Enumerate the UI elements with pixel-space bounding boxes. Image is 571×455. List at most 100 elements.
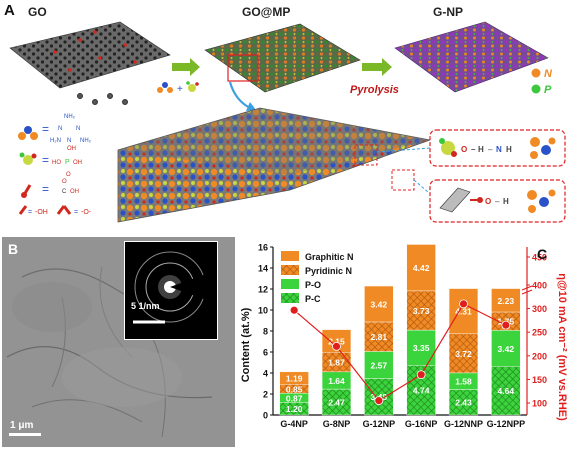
- legend-n-label: N: [544, 68, 553, 80]
- bar-segment: [491, 366, 521, 416]
- y-left-tick-label: 2: [263, 390, 268, 400]
- svg-text:–: –: [495, 197, 500, 206]
- svg-text:O: O: [461, 145, 467, 154]
- legend-n-dot: [531, 68, 541, 78]
- arrow-right-1: [172, 58, 200, 76]
- curved-arrow: [228, 81, 251, 109]
- svg-text:-OH: -OH: [35, 209, 48, 216]
- scale-bar: [9, 433, 41, 436]
- svg-text:N: N: [58, 126, 62, 132]
- bar-value-label: 3.42: [498, 344, 515, 354]
- overpotential-point: [289, 305, 299, 315]
- y-right-tick-label: 450: [532, 253, 547, 263]
- axis-break-mark: [521, 285, 533, 291]
- panel-c-label: C: [537, 246, 547, 262]
- saed-inset: 5 1/nm: [124, 241, 218, 340]
- bar-value-label: 1.20: [286, 404, 303, 414]
- axis-break-mark: [521, 289, 533, 295]
- g-np-sheet: [394, 21, 549, 93]
- inset2-molecules: O – H: [439, 187, 556, 213]
- zoom-line-1: [376, 147, 431, 153]
- bar-value-label: 0.85: [286, 384, 303, 394]
- phosphoric-icon: [186, 81, 199, 92]
- melamine-icon: [157, 82, 173, 93]
- svg-text:O: O: [62, 179, 67, 185]
- legend-label: Graphitic N: [305, 252, 354, 262]
- go-mp-sheet: [204, 23, 361, 93]
- legend-label: P-C: [305, 294, 321, 304]
- stage-label-go: GO: [28, 5, 47, 19]
- y-left-tick-label: 4: [263, 369, 268, 379]
- bar-segment: [448, 389, 479, 416]
- bar-value-label: 3.72: [455, 349, 472, 359]
- y-right-axis-label: η@10 mA cm⁻² (mV vs.RHE): [556, 273, 568, 421]
- bar-segment: [491, 330, 521, 367]
- panel-b-tem-image: B 5 1/nm 1 μm: [2, 237, 235, 447]
- pyrolysis-label: Pyrolysis: [350, 84, 399, 96]
- zoom-line-2: [413, 179, 429, 193]
- carboxyl-structure: = O C OH: [21, 179, 79, 198]
- bar-segment: [364, 351, 394, 379]
- svg-text:O: O: [485, 197, 491, 206]
- x-tick-label: G-16NP: [405, 419, 438, 429]
- svg-text:P: P: [65, 159, 70, 166]
- saed-scale-label: 5 1/nm: [131, 301, 160, 311]
- svg-text:=: =: [42, 122, 49, 136]
- x-tick-label: G-4NP: [280, 419, 308, 429]
- arrow-right-2: [362, 58, 392, 76]
- inset1-molecules: O – H – N H: [439, 137, 556, 159]
- y-right-tick-label: 300: [532, 304, 547, 314]
- bar-segment: [406, 290, 436, 331]
- oh-o-legend: = -OH = -O-: [18, 205, 92, 216]
- y-right-tick-label: 100: [532, 399, 547, 409]
- bar-value-label: 3.35: [413, 343, 430, 353]
- overpotential-point: [374, 396, 384, 406]
- bar-segment: [364, 285, 394, 323]
- go-oxygen-groups: [53, 30, 137, 72]
- bar-value-label: 4.64: [498, 386, 515, 396]
- y-left-axis-label: Content (at.%): [240, 307, 252, 382]
- saed-pattern: [133, 251, 217, 324]
- svg-text:NH₂: NH₂: [80, 138, 92, 144]
- svg-text:=: =: [42, 153, 49, 167]
- panel-c-chart: 02468101214161001502002503004004501.200.…: [237, 237, 571, 450]
- bar-value-label: 3.42: [371, 300, 388, 310]
- svg-text:OH: OH: [73, 160, 82, 166]
- svg-text:N: N: [496, 145, 502, 154]
- panel-a: A: [4, 2, 566, 223]
- bar-value-label: 1.87: [328, 358, 345, 368]
- panel-a-label: A: [4, 2, 15, 19]
- legend-label: Pyridinic N: [305, 266, 352, 276]
- legend-swatch: [281, 279, 299, 289]
- bar-value-label: 4.74: [413, 386, 430, 396]
- selection-box: [227, 54, 259, 82]
- legend-swatch: [281, 251, 299, 261]
- stage-label-g-np: G-NP: [433, 5, 463, 19]
- bar-segment: [406, 244, 436, 292]
- panel-a-illustration: GO GO@MP G-NP Pyrolysis +: [9, 5, 566, 223]
- bar-value-label: 2.43: [455, 398, 472, 408]
- legend-p-label: P: [544, 84, 552, 96]
- legend-swatch: [281, 293, 299, 303]
- bar-value-label: 2.23: [498, 296, 515, 306]
- svg-text:OH: OH: [67, 146, 76, 152]
- bar-value-label: 1.58: [455, 377, 472, 387]
- bar-value-label: 2.15: [328, 336, 345, 346]
- bar-segment: [491, 288, 521, 313]
- svg-text:C: C: [62, 189, 67, 195]
- bar-value-label: 4.42: [413, 263, 430, 273]
- y-right-tick-label: 150: [532, 375, 547, 385]
- x-tick-label: G-8NP: [323, 419, 351, 429]
- y-left-tick-label: 16: [258, 243, 268, 253]
- curved-arrow-head: [246, 102, 256, 111]
- legend-swatch: [281, 265, 299, 275]
- svg-text:OH: OH: [70, 189, 79, 195]
- svg-text:=: =: [28, 209, 32, 216]
- legend-label: P-O: [305, 280, 321, 290]
- svg-text:=: =: [74, 209, 78, 216]
- bar-value-label: 2.81: [371, 332, 388, 342]
- bar-value-label: 1.19: [286, 374, 303, 384]
- svg-text:–: –: [488, 145, 493, 154]
- stage-label-go-mp: GO@MP: [242, 5, 290, 19]
- panel-c: 0 2 4 6 8 10 12 14 16 100 150 200 250 300 400 450 1.20 0.…: [237, 237, 571, 450]
